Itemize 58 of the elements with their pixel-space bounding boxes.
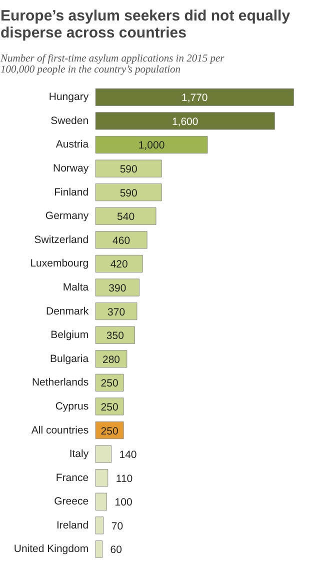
y-tick-label: Sweden: [50, 114, 89, 127]
bar: [95, 184, 162, 202]
y-tick-label: Norway: [52, 162, 90, 175]
bar: [95, 445, 112, 463]
data-label: 250: [100, 401, 118, 414]
y-tick-label: Ireland: [56, 519, 89, 532]
data-label: 250: [100, 425, 118, 438]
data-label: 1,600: [172, 116, 198, 128]
y-tick-label: Germany: [45, 210, 90, 222]
data-label: 250: [100, 378, 118, 390]
data-label: 590: [120, 187, 138, 200]
y-tick-label: Switzerland: [34, 234, 89, 246]
chart-subtitle: Number of first-time asylum applications in 2015 per 100,000 people in the country’s population: [0, 54, 226, 76]
bar: [95, 516, 104, 534]
bar: [95, 326, 135, 344]
y-tick-label: Greece: [54, 496, 89, 508]
data-label: 140: [119, 449, 137, 462]
bar: [95, 207, 156, 225]
bar: [95, 88, 294, 106]
bar: [95, 112, 275, 130]
y-tick-label: France: [56, 472, 89, 484]
y-tick-label: Denmark: [46, 305, 90, 318]
data-label: 1,770: [181, 92, 208, 104]
data-label: 1,000: [138, 140, 165, 152]
data-label: 70: [111, 520, 124, 532]
data-label: 390: [108, 282, 126, 294]
bar: [95, 469, 108, 487]
data-label: 60: [110, 544, 122, 556]
bar: [95, 136, 208, 154]
data-label: 350: [106, 330, 124, 342]
bar: [95, 540, 103, 558]
bar: [95, 254, 143, 273]
y-tick-label: Netherlands: [32, 376, 89, 389]
y-tick-label: Malta: [62, 282, 89, 294]
y-tick-label: Austria: [56, 138, 89, 151]
y-tick-label: All countries: [31, 424, 89, 436]
y-tick-label: Cyprus: [55, 400, 89, 412]
y-tick-label: Luxembourg: [30, 258, 89, 270]
data-label: 460: [112, 234, 130, 247]
bar: [95, 231, 148, 249]
bar: [95, 492, 108, 510]
y-tick-label: Italy: [69, 448, 90, 460]
y-tick-label: Hungary: [48, 91, 90, 104]
bar: [95, 278, 140, 296]
bar: [95, 160, 162, 178]
y-tick-label: Belgium: [50, 329, 89, 342]
y-tick-label: United Kingdom: [14, 543, 89, 556]
data-label: 110: [116, 472, 133, 485]
data-label: 540: [117, 211, 135, 224]
y-tick-label: Bulgaria: [50, 352, 89, 365]
bar: [95, 302, 138, 320]
data-label: 100: [114, 496, 132, 509]
y-tick-label: Finland: [54, 186, 89, 198]
data-label: 280: [102, 354, 120, 366]
data-label: 370: [108, 306, 126, 318]
chart-title: Europe’s asylum seekers did not equally disperse across countries: [0, 8, 291, 42]
data-label: 590: [120, 164, 138, 176]
data-label: 420: [110, 258, 128, 271]
